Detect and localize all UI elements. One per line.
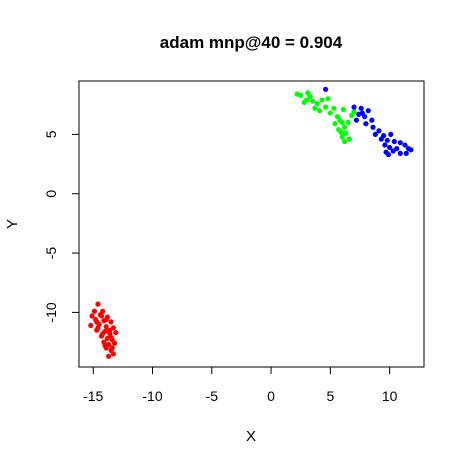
data-point-series-1 xyxy=(100,331,106,337)
data-point-series-2 xyxy=(309,98,316,104)
data-point-series-3 xyxy=(402,142,408,148)
data-point-series-3 xyxy=(391,138,397,145)
data-point-series-1 xyxy=(94,319,100,325)
data-point-series-2 xyxy=(307,93,313,100)
data-point-series-1 xyxy=(88,322,94,329)
data-point-series-2 xyxy=(298,92,304,98)
data-point-series-3 xyxy=(378,136,384,142)
data-point-series-3 xyxy=(388,131,394,138)
data-point-series-3 xyxy=(397,140,403,146)
data-point-series-3 xyxy=(390,148,396,154)
data-point-series-3 xyxy=(363,121,369,127)
data-point-series-1 xyxy=(113,329,119,336)
data-points xyxy=(88,86,414,359)
data-point-series-2 xyxy=(343,130,349,136)
y-tick-label: 5 xyxy=(43,130,59,138)
data-point-series-3 xyxy=(369,117,375,123)
data-point-series-3 xyxy=(403,150,409,156)
data-point-series-1 xyxy=(108,334,114,340)
data-point-series-1 xyxy=(103,316,109,323)
data-point-series-2 xyxy=(341,124,348,130)
data-point-series-3 xyxy=(384,137,390,143)
x-tick-label: 0 xyxy=(267,388,275,404)
data-point-series-1 xyxy=(103,324,109,330)
y-axis-label: Y xyxy=(4,219,21,229)
data-point-series-3 xyxy=(385,151,392,158)
x-tick-label: 5 xyxy=(326,388,334,404)
data-point-series-2 xyxy=(341,138,348,145)
data-point-series-1 xyxy=(95,325,101,331)
data-point-series-2 xyxy=(346,136,352,142)
data-point-series-2 xyxy=(331,105,337,111)
data-point-series-3 xyxy=(358,105,364,111)
data-point-series-1 xyxy=(106,353,112,359)
data-point-series-2 xyxy=(351,109,357,115)
data-point-series-2 xyxy=(322,104,329,110)
data-point-series-2 xyxy=(317,108,323,114)
data-point-series-2 xyxy=(340,106,346,113)
y-tick-label: 0 xyxy=(43,190,59,198)
y-tick-label: -10 xyxy=(43,302,59,322)
x-axis: -15 -10 -5 0 5 10 xyxy=(83,366,398,404)
data-point-series-1 xyxy=(109,345,115,351)
data-point-series-2 xyxy=(339,134,345,140)
data-point-series-1 xyxy=(89,313,95,319)
chart-title: adam mnp@40 = 0.904 xyxy=(160,33,343,52)
data-point-series-3 xyxy=(387,144,393,151)
data-point-series-3 xyxy=(322,86,329,92)
data-point-series-2 xyxy=(338,129,344,135)
data-point-series-3 xyxy=(353,117,360,123)
data-point-series-3 xyxy=(376,128,382,134)
data-point-series-3 xyxy=(359,110,365,116)
data-point-series-3 xyxy=(370,124,376,130)
plot-frame xyxy=(78,80,425,368)
data-point-series-2 xyxy=(314,100,320,107)
data-point-series-3 xyxy=(408,147,414,153)
data-point-series-1 xyxy=(98,313,105,319)
x-tick-label: -5 xyxy=(206,388,219,404)
x-tick-label: -10 xyxy=(142,388,162,404)
data-point-series-1 xyxy=(111,340,118,346)
y-axis: -10 -5 0 5 xyxy=(43,130,80,323)
data-point-series-3 xyxy=(372,131,378,138)
data-point-series-3 xyxy=(365,108,371,114)
x-axis-label: X xyxy=(246,428,256,445)
data-point-series-2 xyxy=(319,97,325,103)
data-point-series-1 xyxy=(102,343,108,349)
x-tick-label: 10 xyxy=(382,388,398,404)
data-point-series-2 xyxy=(345,119,351,126)
data-point-series-2 xyxy=(301,99,307,105)
data-point-series-1 xyxy=(108,319,114,325)
data-point-series-2 xyxy=(325,96,331,102)
data-point-series-2 xyxy=(327,110,333,116)
data-point-series-2 xyxy=(332,121,338,127)
data-point-series-1 xyxy=(95,301,101,307)
data-point-series-3 xyxy=(382,142,388,148)
data-point-series-1 xyxy=(91,308,98,314)
data-point-series-2 xyxy=(339,119,345,126)
data-point-series-2 xyxy=(312,105,318,111)
data-point-series-3 xyxy=(397,150,403,156)
y-tick-label: -5 xyxy=(43,247,59,260)
data-point-series-1 xyxy=(107,327,113,333)
data-point-series-1 xyxy=(110,351,116,357)
x-tick-label: -15 xyxy=(83,388,103,404)
data-point-series-3 xyxy=(351,104,357,110)
